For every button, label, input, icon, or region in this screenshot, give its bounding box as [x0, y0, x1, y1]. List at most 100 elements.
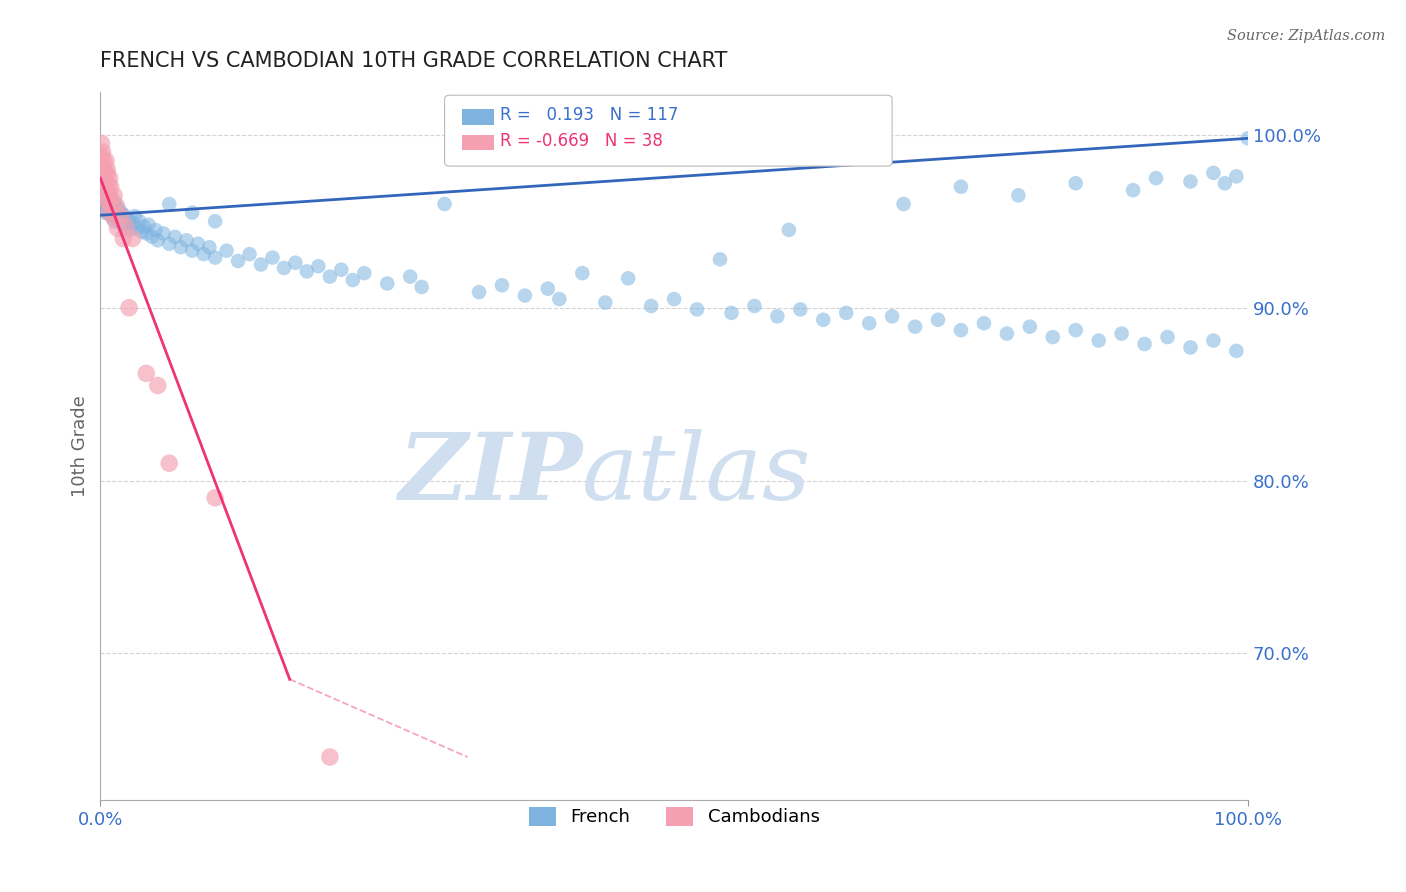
Point — [114, 211, 136, 225]
Point — [146, 378, 169, 392]
Point — [105, 199, 128, 213]
Point — [411, 280, 433, 294]
Point — [112, 231, 135, 245]
Point — [145, 223, 167, 237]
Point — [90, 166, 112, 180]
Point — [111, 218, 134, 232]
Point — [101, 197, 124, 211]
Point — [96, 192, 118, 206]
Point — [571, 266, 593, 280]
Point — [250, 258, 273, 272]
Point — [342, 273, 364, 287]
Point — [121, 231, 143, 245]
Point — [96, 185, 118, 199]
Y-axis label: 10th Grade: 10th Grade — [72, 395, 89, 497]
Point — [97, 186, 120, 201]
Point — [170, 240, 193, 254]
Point — [1064, 323, 1087, 337]
Point — [135, 367, 157, 381]
Point — [125, 221, 148, 235]
Point — [100, 190, 122, 204]
Point — [1180, 341, 1202, 355]
Point — [319, 750, 342, 764]
Text: FRENCH VS CAMBODIAN 10TH GRADE CORRELATION CHART: FRENCH VS CAMBODIAN 10TH GRADE CORRELATI… — [100, 51, 728, 70]
Point — [98, 171, 121, 186]
Point — [238, 247, 260, 261]
Point — [152, 227, 174, 241]
Point — [491, 278, 513, 293]
Point — [215, 244, 238, 258]
Point — [1156, 330, 1178, 344]
Point — [103, 194, 125, 208]
Point — [91, 201, 114, 215]
Point — [90, 178, 112, 192]
Point — [617, 271, 640, 285]
Point — [537, 282, 560, 296]
Point — [108, 214, 131, 228]
Point — [157, 456, 180, 470]
Point — [995, 326, 1018, 341]
Point — [135, 227, 157, 241]
Point — [468, 285, 491, 300]
Point — [789, 302, 811, 317]
Point — [307, 259, 329, 273]
Point — [1144, 171, 1167, 186]
Point — [94, 197, 117, 211]
Point — [97, 201, 120, 215]
Point — [949, 179, 972, 194]
Point — [893, 197, 915, 211]
Point — [882, 310, 904, 324]
Point — [97, 178, 120, 192]
Text: R = -0.669   N = 38: R = -0.669 N = 38 — [499, 131, 662, 150]
Point — [927, 313, 949, 327]
Bar — [461, 135, 494, 151]
Point — [157, 197, 180, 211]
Point — [103, 214, 125, 228]
Point — [98, 188, 121, 202]
Point — [284, 256, 307, 270]
Point — [98, 195, 121, 210]
Point — [91, 145, 114, 160]
Point — [90, 136, 112, 151]
Point — [115, 221, 138, 235]
Point — [163, 230, 186, 244]
Point — [1225, 343, 1247, 358]
Point — [319, 269, 342, 284]
Point — [1042, 330, 1064, 344]
Point — [949, 323, 972, 337]
Point — [1064, 176, 1087, 190]
Text: R =   0.193   N = 117: R = 0.193 N = 117 — [499, 106, 678, 124]
Point — [101, 201, 124, 215]
Point — [132, 219, 155, 234]
Text: atlas: atlas — [582, 429, 811, 519]
Point — [1225, 169, 1247, 184]
Point — [107, 221, 129, 235]
Point — [96, 202, 118, 217]
Point — [1122, 183, 1144, 197]
Point — [778, 223, 800, 237]
Point — [138, 218, 160, 232]
Point — [513, 288, 536, 302]
Point — [433, 197, 456, 211]
Point — [141, 230, 163, 244]
Point — [1202, 334, 1225, 348]
Point — [94, 186, 117, 201]
Point — [181, 205, 204, 219]
Point — [94, 153, 117, 168]
Point — [330, 262, 353, 277]
Point — [262, 251, 284, 265]
Point — [1213, 176, 1236, 190]
Point — [98, 205, 121, 219]
Point — [146, 233, 169, 247]
Point — [93, 171, 115, 186]
FancyBboxPatch shape — [444, 95, 893, 166]
Point — [91, 159, 114, 173]
Point — [131, 225, 153, 239]
Point — [114, 216, 136, 230]
Point — [121, 216, 143, 230]
Point — [110, 209, 132, 223]
Point — [124, 209, 146, 223]
Point — [103, 188, 125, 202]
Point — [94, 205, 117, 219]
Point — [1180, 175, 1202, 189]
